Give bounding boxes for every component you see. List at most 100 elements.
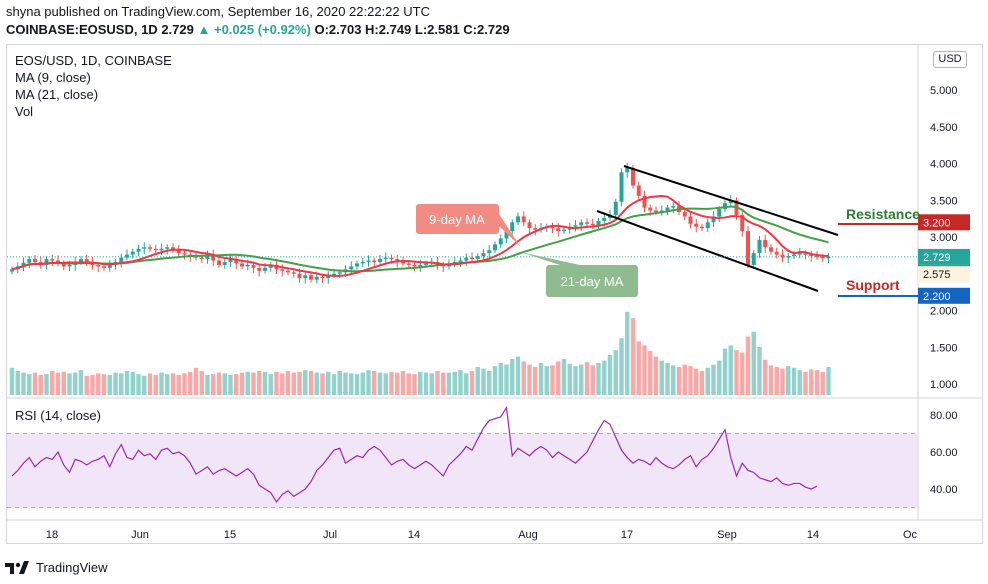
volume-bar	[625, 311, 630, 395]
candle-body	[740, 214, 745, 232]
volume-bar	[786, 366, 791, 395]
resistance-label: Resistance	[846, 206, 920, 222]
volume-bar	[38, 375, 43, 395]
volume-bar	[791, 367, 797, 395]
volume-bar	[412, 374, 417, 395]
volume-bar	[124, 371, 130, 395]
time-tick-label: Sep	[717, 529, 737, 541]
volume-bar	[239, 372, 245, 395]
rsi-band	[7, 433, 918, 508]
legend-ma9[interactable]: MA (9, close)	[15, 70, 91, 85]
price-tick-label: 4.000	[930, 159, 958, 171]
candle-body	[803, 253, 808, 255]
candle-body	[360, 261, 365, 264]
volume-bar	[268, 374, 273, 395]
volume-bar	[487, 371, 492, 395]
volume-bar	[389, 371, 394, 395]
candle-body	[636, 185, 641, 196]
candle-body	[412, 264, 417, 267]
candle-body	[786, 256, 791, 258]
candle-body	[320, 276, 325, 279]
volume-bar	[113, 372, 118, 395]
ma21-callout-arrow	[520, 252, 580, 265]
chart-frame[interactable]	[6, 44, 983, 544]
volume-bar	[515, 356, 521, 395]
annotations: Resistance Support 9-day MA 21-day MA	[416, 204, 920, 297]
tradingview-logo-icon	[5, 561, 29, 574]
symbol-line: COINBASE:EOSUSD, 1D 2.729 ▲ +0.025 (+0.9…	[6, 22, 510, 37]
price-change: ▲ +0.025 (+0.92%)	[197, 22, 311, 37]
support-label: Support	[846, 277, 900, 293]
candle-body	[406, 263, 411, 265]
volume-bar	[193, 367, 199, 395]
candle-body	[579, 222, 584, 226]
volume-bar	[182, 373, 187, 395]
volume-bar	[96, 373, 101, 395]
time-tick-label: 17	[621, 529, 633, 541]
candle-body	[303, 275, 308, 279]
price-tick-label: 3.500	[930, 195, 958, 207]
candle-body	[613, 201, 618, 215]
volume-bar	[464, 373, 469, 395]
candle-body	[688, 216, 693, 224]
current-price-tag: 2.729	[923, 252, 951, 264]
volume-bar	[435, 371, 440, 395]
candle-body	[665, 207, 670, 211]
legend-volume[interactable]: Vol	[15, 104, 34, 119]
candle-body	[694, 223, 699, 227]
volume-bar	[665, 363, 670, 395]
volume-bar	[740, 352, 745, 395]
volume-bar	[245, 371, 250, 395]
ohlc-values: O:2.703 H:2.749 L:2.581 C:2.729	[314, 22, 510, 37]
volume-bar	[694, 368, 699, 395]
candle-body	[826, 256, 831, 259]
candle-body	[590, 223, 595, 226]
channel-upper-line	[623, 165, 839, 236]
currency-button[interactable]: USD	[933, 51, 967, 68]
volume-bar	[469, 371, 475, 395]
candle-body	[79, 259, 83, 262]
volume-bar	[734, 350, 739, 395]
volume-bar	[573, 366, 578, 395]
candle-body	[280, 269, 285, 271]
prev-support-tag: 2.575	[923, 269, 951, 281]
volume-bar	[550, 365, 555, 395]
rsi-polyline	[11, 405, 818, 503]
candle-body	[458, 260, 463, 262]
volume-bar	[303, 370, 308, 395]
candle-body	[389, 257, 394, 260]
volume-bar	[320, 373, 325, 395]
volume-bar	[9, 367, 15, 395]
candle-body	[654, 210, 658, 213]
candle-body	[96, 264, 101, 267]
volume-bar	[711, 364, 716, 395]
time-tick-label: Jun	[131, 529, 149, 541]
candle-body	[102, 266, 106, 268]
candle-body	[84, 259, 89, 262]
candle-body	[332, 273, 336, 276]
candle-body	[464, 257, 469, 261]
volume-bar	[44, 374, 49, 395]
legend-ma21[interactable]: MA (21, close)	[15, 87, 99, 102]
candle-body	[573, 225, 578, 227]
price-tick-label: 5.000	[930, 85, 958, 97]
candle-body	[705, 222, 710, 229]
candle-body	[251, 264, 256, 268]
volume-bar	[584, 362, 590, 395]
volume-bar	[170, 373, 176, 395]
candle-body	[516, 216, 520, 223]
volume-bar	[251, 372, 256, 395]
volume-bar	[619, 338, 624, 395]
candle-body	[562, 229, 566, 232]
symbol[interactable]: COINBASE:EOSUSD, 1D	[6, 22, 158, 37]
candle-body	[199, 257, 204, 260]
volume-bar	[406, 373, 411, 395]
candle-body	[751, 253, 756, 265]
footer: TradingView	[4, 556, 108, 578]
ma9-callout-arrow	[499, 214, 520, 246]
volume-bar	[475, 367, 480, 395]
candle-body	[125, 254, 129, 258]
price-tick-label: 4.500	[930, 122, 958, 134]
volume-bar	[78, 370, 84, 395]
